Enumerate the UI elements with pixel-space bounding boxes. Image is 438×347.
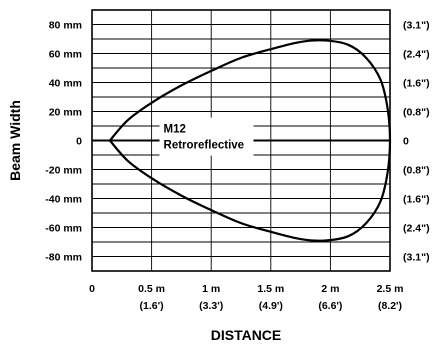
y-tick-label-left: 60 mm: [49, 49, 82, 61]
y-tick-label-right: (0.8"): [403, 165, 430, 177]
y-tick-label-left: -80 mm: [45, 252, 82, 264]
y-tick-label-left: 20 mm: [49, 107, 82, 119]
x-tick-label: 2.5 m: [377, 283, 404, 295]
y-tick-label-right: (0.8"): [403, 107, 430, 119]
annotation-background: [159, 117, 254, 156]
x-tick-sublabel: (3.3'): [199, 300, 223, 312]
y-tick-label-left: 0: [76, 136, 82, 148]
y-tick-label-left: -20 mm: [45, 165, 82, 177]
y-tick-labels: 80 mm (3.1") 60 mm (2.4") 40 mm (1.6") 20 mm (0…: [45, 20, 429, 264]
y-tick-label-left: 40 mm: [49, 78, 82, 90]
annotation-group: M12 Retroreflective: [159, 117, 254, 156]
y-axis-title: Beam Width: [7, 100, 23, 181]
x-tick-label: 1.5 m: [257, 283, 284, 295]
x-tick-label: 1 m: [202, 283, 220, 295]
y-tick-label-right: (2.4"): [403, 49, 430, 61]
y-tick-label-right: 0: [403, 136, 409, 148]
annotation-line: M12: [164, 124, 186, 136]
x-tick-sublabel: (1.6'): [140, 300, 164, 312]
y-tick-label-right: (1.6"): [403, 78, 430, 90]
x-tick-sublabel: (4.9'): [259, 300, 283, 312]
annotation-line: Retroreflective: [164, 140, 245, 152]
x-tick-label: 0.5 m: [138, 283, 165, 295]
x-tick-label: 2 m: [321, 283, 339, 295]
y-tick-label-left: 80 mm: [49, 20, 82, 32]
x-tick-sublabel: (8.2'): [378, 300, 402, 312]
plot-frame: [91, 9, 391, 272]
x-tick-labels: 0 0.5 m (1.6') 1 m (3.3') 1.5 m (4.9') 2 m (6.6'…: [89, 283, 403, 312]
y-tick-label-right: (2.4"): [403, 223, 430, 235]
x-tick-sublabel: (6.6'): [318, 300, 342, 312]
x-tick-label: 0: [89, 283, 95, 295]
y-tick-label-right: (3.1"): [403, 252, 430, 264]
y-tick-label-right: (3.1"): [403, 20, 430, 32]
x-axis-title: DISTANCE: [211, 327, 282, 343]
y-tick-label-right: (1.6"): [403, 194, 430, 206]
y-tick-label-left: -40 mm: [45, 194, 82, 206]
y-tick-label-left: -60 mm: [45, 223, 82, 235]
